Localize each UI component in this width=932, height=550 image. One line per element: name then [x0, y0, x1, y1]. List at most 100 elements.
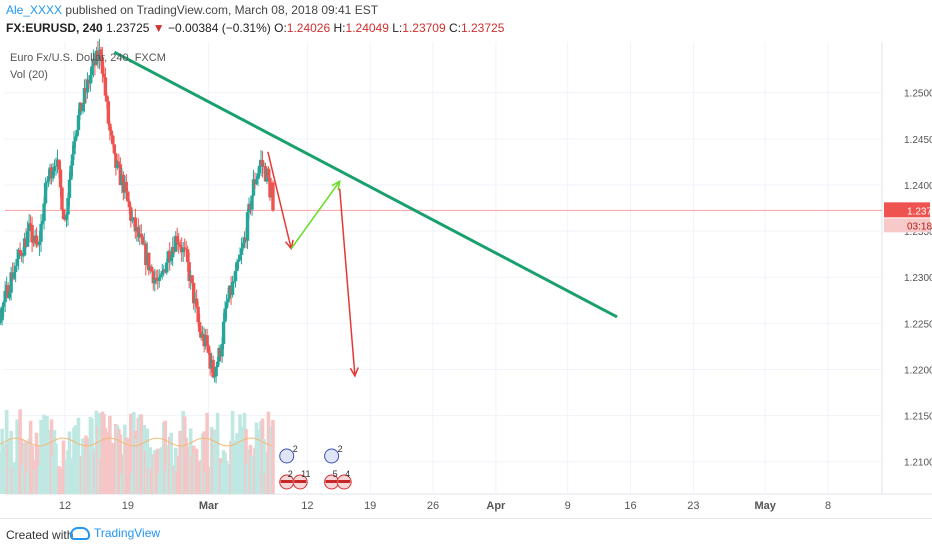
arrow-head	[349, 367, 359, 378]
cloud-icon	[70, 527, 90, 541]
candle-body	[54, 165, 58, 167]
x-tick-label: 12	[59, 500, 71, 512]
candle-body	[233, 270, 238, 282]
open-label: O:	[274, 21, 287, 35]
candle-body	[126, 191, 130, 202]
published-text: published on TradingView.com, March 08, …	[65, 3, 379, 17]
candle-body	[133, 217, 138, 232]
candle-body	[105, 95, 109, 102]
price-axis-panel	[882, 42, 932, 494]
volume-bar	[97, 413, 102, 494]
candle-body	[191, 282, 196, 304]
volume-bar	[169, 432, 174, 494]
candle-body	[153, 277, 157, 284]
last-price: 1.23725	[106, 21, 150, 35]
us-flag-stripe	[294, 480, 307, 483]
eu-flag-icon	[279, 448, 295, 464]
low-label: L:	[392, 21, 403, 35]
author-link[interactable]: Ale_XXXX	[6, 3, 63, 17]
candle-body	[250, 195, 254, 210]
candle-body	[27, 223, 31, 232]
instrument-legend: Euro Fx/U.S. Dollar, 240, FXCM	[10, 52, 166, 64]
x-tick-label: 26	[427, 500, 439, 512]
footer: Created with TradingView	[0, 518, 932, 550]
event-count: 4	[345, 469, 350, 479]
candle-body	[205, 335, 209, 346]
candle-body	[236, 260, 241, 262]
candle-body	[58, 169, 63, 188]
candle-body	[52, 166, 57, 172]
event-count: 2	[338, 444, 343, 454]
volume-bar	[145, 428, 150, 494]
candle-body	[212, 376, 217, 378]
volume-bar	[271, 419, 275, 494]
candle-body	[245, 212, 250, 241]
candle-body	[88, 75, 93, 84]
candle-body	[124, 181, 129, 192]
candle-body	[177, 242, 181, 245]
y-tick-label: 1.22500	[904, 319, 932, 330]
candle-body	[75, 130, 79, 137]
candle-body	[157, 277, 161, 282]
candles-layer	[0, 38, 275, 384]
candle-body	[114, 153, 118, 168]
close-value: 1.23725	[461, 21, 505, 35]
us-flag-stripe	[280, 480, 293, 483]
candle-body	[115, 161, 120, 168]
candle-body	[30, 224, 34, 243]
candle-body	[37, 241, 42, 245]
high-value: 1.24049	[345, 21, 389, 35]
candle-body	[64, 214, 69, 220]
candle-body	[28, 223, 33, 225]
x-tick-label: 12	[301, 500, 313, 512]
candle-body	[103, 77, 108, 96]
volume-bar	[108, 415, 112, 494]
candle-body	[18, 249, 22, 253]
candle-body	[102, 73, 106, 78]
publish-line: Ale_XXXX published on TradingView.com, M…	[6, 3, 378, 17]
x-tick-label: Mar	[199, 500, 219, 512]
y-tick-label: 1.23500	[904, 227, 932, 238]
candle-body	[136, 227, 141, 238]
candle-body	[150, 266, 154, 272]
candle-body	[85, 79, 90, 93]
candle-body	[3, 290, 7, 303]
candle-body	[0, 306, 4, 321]
tradingview-logo[interactable]: TradingView	[70, 526, 160, 541]
candle-body	[34, 235, 39, 245]
candle-body	[260, 160, 265, 167]
candle-body	[129, 207, 133, 221]
candle-body	[215, 361, 220, 367]
open-value: 1.24026	[286, 21, 331, 35]
x-tick-label: 19	[122, 500, 134, 512]
candle-body	[171, 246, 175, 258]
candle-body	[70, 154, 75, 166]
candle-body	[223, 308, 227, 322]
candle-body	[256, 173, 260, 180]
volume-bar	[9, 431, 13, 494]
candle-body	[214, 366, 218, 377]
candle-body	[22, 238, 27, 256]
candle-body	[168, 251, 172, 262]
candle-body	[147, 252, 151, 271]
candle-body	[184, 248, 188, 250]
candle-body	[206, 345, 211, 353]
volume-bar	[205, 412, 209, 494]
volume-bar	[262, 439, 266, 494]
candle-body	[51, 171, 55, 179]
candle-body	[15, 259, 19, 266]
candle-body	[40, 221, 45, 224]
candle-body	[151, 271, 155, 284]
candle-body	[266, 168, 271, 178]
candle-body	[0, 320, 3, 323]
candle-body	[13, 265, 18, 273]
x-tick-label: 8	[825, 500, 831, 512]
candle-body	[6, 285, 10, 298]
volume-layer	[0, 409, 275, 494]
candle-body	[66, 197, 70, 215]
volume-bar	[139, 414, 144, 494]
candle-body	[139, 233, 143, 237]
us-flag-stripe	[325, 480, 338, 483]
candle-body	[226, 298, 230, 303]
